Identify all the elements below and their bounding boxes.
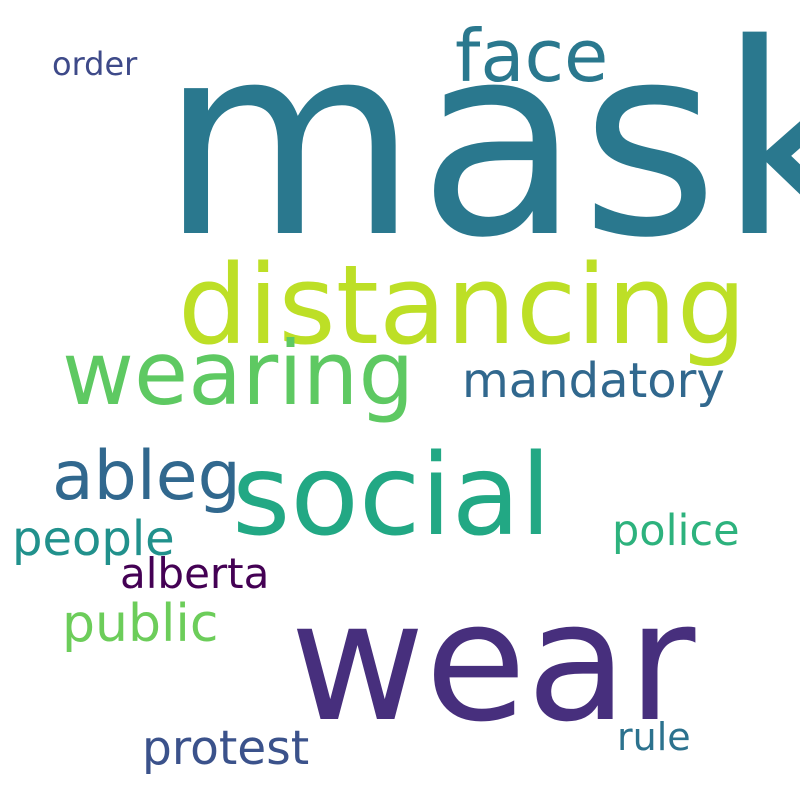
word-alberta: alberta (120, 549, 270, 598)
word-face: face (455, 14, 609, 98)
word-ableg: ableg (52, 437, 241, 516)
word-mask: mask (160, 0, 800, 296)
word-public: public (62, 594, 219, 654)
word-wear: wear (290, 566, 696, 758)
word-order: order (52, 45, 138, 83)
word-people: people (12, 511, 175, 567)
word-distancing: distancing (178, 241, 747, 369)
word-police: police (612, 506, 740, 556)
word-social: social (232, 431, 552, 561)
word-rule: rule (617, 715, 691, 759)
word-protest: protest (142, 721, 310, 776)
word-wearing: wearing (62, 322, 415, 425)
word-mandatory: mandatory (462, 353, 725, 409)
